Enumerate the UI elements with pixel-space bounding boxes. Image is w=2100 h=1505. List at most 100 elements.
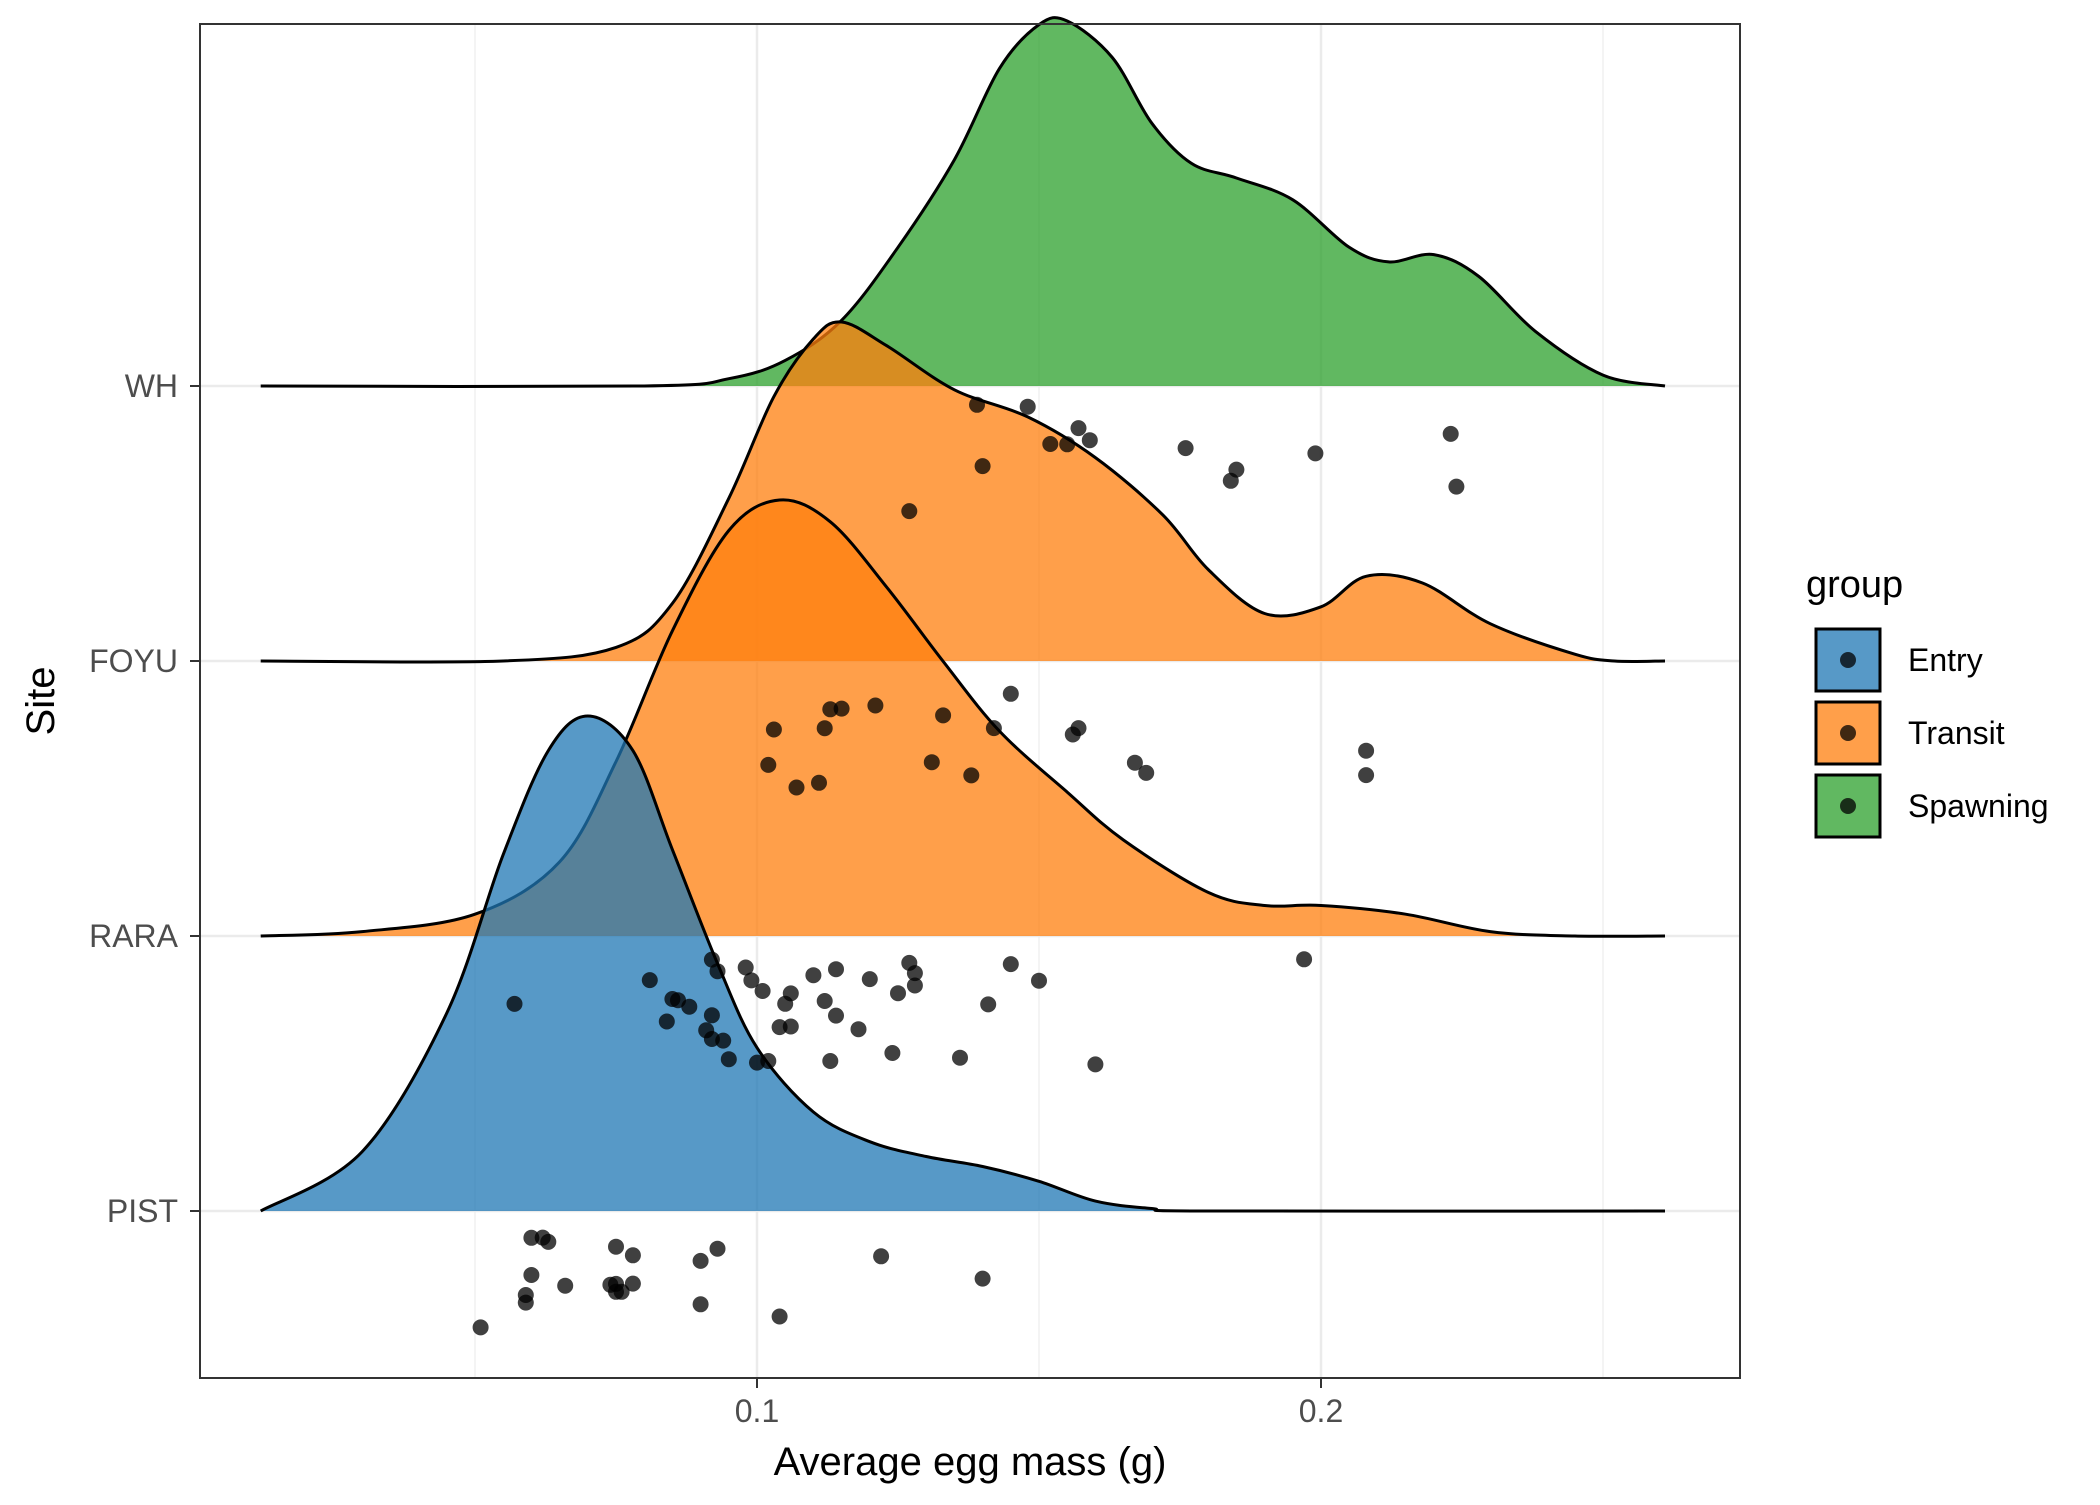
legend-key-point bbox=[1840, 725, 1856, 741]
data-point-rara bbox=[782, 1018, 799, 1035]
data-point-rara bbox=[1031, 972, 1047, 989]
data-point-rara bbox=[698, 1022, 715, 1039]
data-point-foyu bbox=[1002, 685, 1019, 702]
legend-title: group bbox=[1806, 564, 1903, 606]
data-point-rara bbox=[890, 985, 906, 1002]
data-point-rara bbox=[805, 967, 822, 984]
data-point-foyu bbox=[1358, 742, 1375, 759]
data-point-wh bbox=[1042, 436, 1059, 452]
data-point-pist bbox=[624, 1275, 641, 1292]
data-point-wh bbox=[901, 503, 918, 520]
data-point-foyu bbox=[867, 697, 884, 714]
data-point-foyu bbox=[811, 774, 827, 791]
data-point-pist bbox=[517, 1294, 534, 1311]
legend-label-entry: Entry bbox=[1908, 642, 1983, 678]
data-point-foyu bbox=[816, 720, 833, 737]
data-point-wh bbox=[1081, 432, 1098, 449]
legend-label-transit: Transit bbox=[1908, 715, 2005, 751]
data-point-foyu bbox=[923, 754, 940, 771]
data-point-rara bbox=[754, 983, 771, 999]
data-point-rara bbox=[782, 985, 799, 1002]
data-point-rara bbox=[980, 996, 997, 1013]
data-point-pist bbox=[974, 1270, 991, 1287]
y-tick-label: FOYU bbox=[89, 643, 178, 679]
data-point-rara bbox=[709, 963, 726, 980]
y-tick-label: RARA bbox=[89, 918, 179, 954]
data-point-wh bbox=[1307, 445, 1324, 462]
data-point-pist bbox=[472, 1319, 489, 1336]
data-point-foyu bbox=[833, 700, 850, 717]
y-tick-label: PIST bbox=[107, 1193, 178, 1229]
data-point-wh bbox=[974, 458, 991, 475]
data-point-foyu bbox=[1070, 720, 1087, 737]
data-point-pist bbox=[523, 1267, 540, 1283]
data-point-wh bbox=[1059, 436, 1076, 453]
data-point-rara bbox=[816, 993, 833, 1009]
data-point-pist bbox=[873, 1248, 890, 1265]
data-point-rara bbox=[861, 971, 878, 988]
data-point-rara bbox=[506, 995, 523, 1012]
data-point-rara bbox=[703, 1007, 720, 1024]
data-point-wh bbox=[969, 396, 985, 413]
data-point-rara bbox=[906, 977, 923, 994]
data-point-foyu bbox=[1358, 767, 1375, 784]
data-point-rara bbox=[901, 954, 918, 971]
density-layer bbox=[259, 16, 1666, 1213]
data-point-wh bbox=[1177, 440, 1194, 457]
legend: group Entry Transit Spawning bbox=[1806, 564, 2049, 839]
data-point-pist bbox=[613, 1283, 630, 1300]
point-layer bbox=[472, 396, 1465, 1336]
data-point-rara bbox=[743, 972, 760, 989]
density-fill-pist bbox=[260, 716, 1666, 1212]
legend-label-spawning: Spawning bbox=[1908, 788, 2049, 824]
x-tick-label: 0.2 bbox=[1299, 1393, 1343, 1429]
data-point-rara bbox=[670, 992, 686, 1009]
data-point-pist bbox=[608, 1238, 624, 1255]
data-point-pist bbox=[523, 1229, 540, 1246]
data-point-foyu bbox=[760, 756, 777, 773]
data-point-rara bbox=[1296, 951, 1313, 968]
data-point-pist bbox=[534, 1229, 551, 1246]
data-point-rara bbox=[658, 1013, 675, 1030]
data-point-wh bbox=[1228, 461, 1245, 478]
plot-panel-border bbox=[199, 23, 1741, 1379]
y-tick-label: WH bbox=[125, 368, 178, 404]
legend-key-point bbox=[1840, 652, 1856, 668]
data-point-rara bbox=[828, 1007, 844, 1024]
data-point-rara bbox=[1002, 956, 1019, 973]
density-outline-pist bbox=[259, 714, 1666, 1213]
data-point-rara bbox=[828, 961, 844, 978]
x-tick-label: 0.1 bbox=[735, 1393, 779, 1429]
data-point-pist bbox=[557, 1277, 574, 1294]
density-fill-wh bbox=[260, 17, 1666, 387]
data-point-rara bbox=[952, 1049, 968, 1066]
data-point-foyu bbox=[765, 721, 782, 738]
data-point-foyu bbox=[963, 767, 980, 784]
data-point-foyu bbox=[935, 707, 952, 724]
data-point-wh bbox=[1448, 478, 1465, 495]
data-point-rara bbox=[720, 1051, 737, 1068]
data-point-wh bbox=[1019, 398, 1036, 415]
data-point-rara bbox=[737, 959, 754, 976]
data-point-rara bbox=[884, 1045, 901, 1061]
legend-key-point bbox=[1840, 798, 1856, 814]
y-axis-title: Site bbox=[19, 667, 63, 736]
density-fill-foyu bbox=[260, 321, 1666, 663]
data-point-foyu bbox=[822, 701, 839, 718]
data-point-rara bbox=[1087, 1056, 1104, 1073]
data-point-pist bbox=[692, 1252, 709, 1269]
data-point-rara bbox=[760, 1053, 777, 1069]
data-point-rara bbox=[822, 1053, 839, 1069]
data-point-pist bbox=[624, 1247, 641, 1264]
data-point-wh bbox=[1442, 425, 1459, 442]
x-axis-title: Average egg mass (g) bbox=[774, 1440, 1167, 1484]
axis-layer: 0.1 0.2 PIST RARA FOYU WH bbox=[89, 368, 1343, 1429]
data-point-foyu bbox=[1138, 764, 1155, 781]
data-point-pist bbox=[692, 1296, 709, 1313]
data-point-rara bbox=[850, 1021, 867, 1038]
data-point-pist bbox=[771, 1308, 788, 1325]
data-point-foyu bbox=[1126, 754, 1143, 771]
data-point-wh bbox=[1070, 420, 1087, 437]
